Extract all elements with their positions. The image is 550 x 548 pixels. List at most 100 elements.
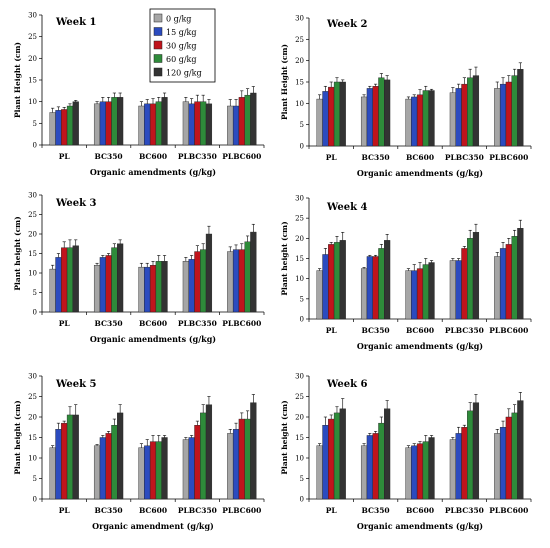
bar bbox=[55, 429, 62, 500]
y-tick-label: 25 bbox=[28, 211, 37, 219]
y-tick-label: 25 bbox=[295, 393, 304, 401]
x-axis-label: Organic amendments (g/kg) bbox=[357, 168, 483, 178]
bar bbox=[472, 232, 480, 320]
x-tick-label: PL bbox=[59, 319, 71, 328]
bar bbox=[161, 97, 168, 146]
bar bbox=[505, 81, 512, 147]
y-tick-label: 5 bbox=[33, 120, 37, 128]
x-tick-label: BC350 bbox=[95, 319, 123, 328]
bar bbox=[155, 101, 162, 146]
y-tick-label: 15 bbox=[28, 434, 37, 442]
bar bbox=[316, 270, 323, 320]
x-tick-label: BC600 bbox=[406, 153, 434, 162]
bar bbox=[494, 88, 501, 147]
bar bbox=[499, 248, 507, 320]
x-tick-label: PLBC350 bbox=[445, 326, 484, 335]
y-tick-label: 30 bbox=[295, 195, 304, 203]
bar bbox=[316, 445, 323, 500]
bar bbox=[188, 259, 195, 313]
bar bbox=[232, 105, 240, 146]
bar bbox=[422, 441, 429, 500]
bar bbox=[378, 77, 385, 147]
x-tick-label: PLBC600 bbox=[222, 506, 261, 515]
bar bbox=[244, 241, 251, 313]
bar bbox=[244, 418, 251, 500]
bar bbox=[405, 447, 412, 500]
legend-label: 120 g/kg bbox=[166, 69, 202, 78]
y-tick-label: 5 bbox=[33, 289, 37, 297]
x-tick-label: BC350 bbox=[362, 153, 390, 162]
bar bbox=[194, 251, 201, 313]
bar bbox=[205, 233, 213, 313]
bar bbox=[117, 243, 124, 313]
bar bbox=[422, 264, 429, 320]
chart-title: Week 4 bbox=[326, 202, 368, 213]
bar bbox=[494, 256, 501, 320]
x-axis-label: Organic amendments (g/kg) bbox=[90, 167, 216, 177]
bar bbox=[322, 254, 329, 320]
bar bbox=[378, 422, 385, 500]
bar bbox=[138, 266, 145, 313]
y-tick-label: 20 bbox=[295, 57, 304, 65]
x-axis-label: Organic amendment (g/kg) bbox=[92, 521, 214, 531]
bar bbox=[428, 437, 435, 500]
bar bbox=[182, 439, 189, 500]
bar bbox=[405, 270, 412, 320]
y-tick-label: 10 bbox=[295, 275, 304, 283]
bar bbox=[200, 249, 207, 313]
bar bbox=[144, 266, 151, 313]
x-tick-label: BC350 bbox=[362, 326, 390, 335]
bar bbox=[99, 101, 106, 146]
y-tick-label: 30 bbox=[295, 15, 304, 23]
y-tick-label: 30 bbox=[28, 12, 37, 20]
bar bbox=[149, 103, 157, 146]
legend-swatch bbox=[153, 13, 163, 23]
bar bbox=[499, 427, 507, 500]
y-axis-label: Plant Height (cm) bbox=[280, 44, 289, 120]
bar bbox=[161, 261, 168, 313]
bar bbox=[416, 268, 424, 320]
y-tick-label: 25 bbox=[28, 393, 37, 401]
bar bbox=[517, 68, 524, 147]
y-tick-label: 0 bbox=[300, 316, 304, 324]
bar bbox=[66, 414, 74, 500]
x-tick-label: BC600 bbox=[139, 152, 167, 161]
y-axis-label: Plant Height (cm) bbox=[13, 42, 22, 118]
y-tick-label: 15 bbox=[295, 255, 304, 263]
x-tick-label: BC600 bbox=[406, 326, 434, 335]
x-tick-label: PL bbox=[59, 506, 71, 515]
bar bbox=[232, 249, 240, 313]
x-tick-label: PLBC600 bbox=[489, 153, 528, 162]
bar bbox=[238, 418, 245, 500]
bar bbox=[182, 261, 189, 313]
bar bbox=[339, 240, 346, 320]
bar bbox=[316, 98, 323, 147]
bar bbox=[232, 429, 240, 500]
bar bbox=[328, 418, 335, 500]
y-tick-label: 20 bbox=[28, 414, 37, 422]
bar bbox=[105, 255, 112, 313]
bar bbox=[111, 97, 118, 146]
bar bbox=[205, 103, 213, 146]
y-tick-label: 30 bbox=[28, 373, 37, 381]
bar bbox=[105, 433, 112, 500]
bar bbox=[449, 92, 456, 147]
bar bbox=[49, 268, 56, 313]
bar bbox=[472, 402, 480, 500]
legend-label: 30 g/kg bbox=[166, 42, 197, 51]
x-tick-label: PL bbox=[326, 506, 338, 515]
bar bbox=[517, 400, 524, 500]
bar bbox=[182, 101, 189, 146]
bar bbox=[455, 433, 462, 500]
x-axis-label: Organic amendments (g/kg) bbox=[90, 334, 216, 344]
x-tick-label: PLBC600 bbox=[222, 319, 261, 328]
y-tick-label: 5 bbox=[300, 121, 304, 129]
bar bbox=[93, 103, 101, 146]
bar bbox=[227, 105, 234, 146]
bar bbox=[66, 247, 74, 313]
